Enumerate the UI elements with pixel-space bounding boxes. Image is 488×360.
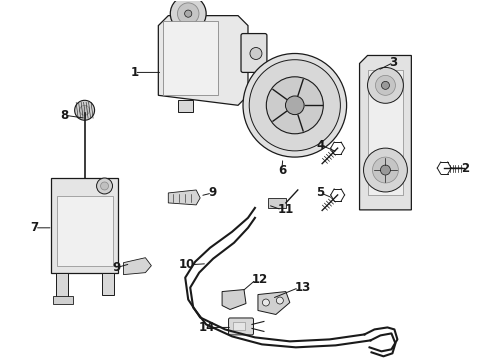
Circle shape bbox=[375, 75, 395, 95]
Polygon shape bbox=[258, 292, 289, 315]
Text: 1: 1 bbox=[130, 66, 138, 79]
Text: 8: 8 bbox=[61, 109, 68, 122]
Text: 6: 6 bbox=[277, 163, 285, 176]
Circle shape bbox=[184, 10, 191, 17]
Circle shape bbox=[101, 182, 108, 190]
Bar bbox=[57, 196, 112, 266]
Text: 7: 7 bbox=[31, 221, 39, 234]
Bar bbox=[56, 273, 67, 301]
Circle shape bbox=[249, 48, 262, 59]
Circle shape bbox=[262, 299, 269, 306]
Circle shape bbox=[243, 54, 346, 157]
Polygon shape bbox=[359, 55, 410, 210]
Bar bbox=[367, 71, 403, 195]
Circle shape bbox=[266, 77, 323, 134]
Polygon shape bbox=[222, 289, 245, 310]
Circle shape bbox=[96, 178, 112, 194]
Polygon shape bbox=[158, 15, 247, 105]
Circle shape bbox=[170, 0, 206, 32]
Circle shape bbox=[80, 105, 89, 115]
Bar bbox=[51, 178, 118, 273]
Bar bbox=[267, 198, 285, 208]
Text: 3: 3 bbox=[388, 56, 397, 69]
FancyBboxPatch shape bbox=[228, 318, 253, 335]
Circle shape bbox=[276, 297, 283, 304]
Circle shape bbox=[285, 96, 304, 114]
Polygon shape bbox=[168, 190, 200, 205]
Text: 2: 2 bbox=[460, 162, 468, 175]
Text: 9: 9 bbox=[208, 186, 216, 199]
Bar bbox=[102, 273, 113, 294]
Circle shape bbox=[249, 60, 340, 151]
Bar bbox=[233, 323, 244, 330]
Text: 5: 5 bbox=[316, 186, 324, 199]
Circle shape bbox=[367, 67, 403, 103]
Bar bbox=[163, 21, 218, 95]
Text: 10: 10 bbox=[179, 258, 195, 271]
Text: 4: 4 bbox=[316, 139, 324, 152]
Text: 14: 14 bbox=[198, 321, 215, 334]
Text: 12: 12 bbox=[251, 273, 268, 286]
Circle shape bbox=[75, 100, 94, 120]
Circle shape bbox=[363, 148, 407, 192]
Text: 13: 13 bbox=[294, 281, 310, 294]
Bar bbox=[178, 100, 193, 112]
Bar bbox=[53, 296, 73, 303]
Polygon shape bbox=[123, 258, 151, 275]
Circle shape bbox=[372, 157, 398, 183]
Text: 11: 11 bbox=[277, 203, 293, 216]
Circle shape bbox=[380, 165, 389, 175]
Circle shape bbox=[177, 3, 199, 24]
FancyBboxPatch shape bbox=[241, 33, 266, 72]
Text: 9: 9 bbox=[112, 261, 120, 274]
Circle shape bbox=[381, 81, 388, 89]
